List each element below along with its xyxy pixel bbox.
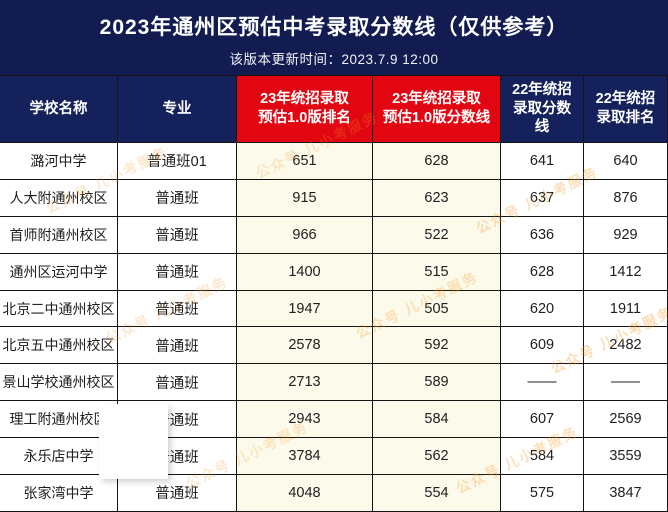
col-header-school-name: 学校名称	[0, 75, 118, 143]
table-row: 人大附通州校区 普通班 915 623 637 876	[0, 179, 668, 217]
table-cell: 1947	[237, 290, 373, 328]
header-line: 预估1.0版分数线	[382, 110, 491, 126]
table-cell: 普通班01	[118, 143, 237, 180]
school-name-cell: 理工附通州校区	[0, 401, 118, 439]
table-cell: 普通班	[118, 364, 237, 402]
table-row: 潞河中学 普通班01 651 628 641 640	[0, 143, 668, 180]
col-header-major: 专业	[118, 75, 237, 143]
table-cell: 554	[373, 475, 501, 512]
school-name-cell: 人大附通州校区	[0, 179, 118, 217]
table-row: 永乐店中学 普通班 3784 562 584 3559	[0, 438, 668, 476]
table-row: 北京二中通州校区 普通班 1947 505 620 1911	[0, 290, 668, 328]
school-name-cell: 通州区运河中学	[0, 253, 118, 291]
col-header-23-score-line: 23年统招录取 预估1.0版分数线	[373, 75, 501, 143]
table-cell: 915	[237, 179, 373, 217]
header-line: 预估1.0版排名	[258, 110, 351, 126]
table-cell: 2578	[237, 327, 373, 365]
white-patch-overlay	[99, 404, 168, 479]
table-cell: 普通班	[118, 475, 237, 512]
school-name-cell: 首师附通州校区	[0, 216, 118, 254]
header-line: 22年统招	[595, 91, 656, 108]
col-header-22-rank: 22年统招 录取排名	[584, 75, 668, 143]
table-cell: 2943	[237, 401, 373, 439]
update-time: 该版本更新时间：2023.7.9 12:00	[229, 52, 439, 67]
header-line: 线	[534, 119, 550, 136]
header-line: 录取分数	[513, 100, 571, 117]
header-line: 录取排名	[596, 110, 655, 126]
table-cell: 505	[373, 290, 501, 328]
col-header-23-rank: 23年统招录取 预估1.0版排名	[237, 75, 373, 143]
table-cell: 607	[501, 401, 584, 439]
table-cell: 522	[373, 216, 501, 254]
table-cell: 584	[501, 438, 584, 476]
table-cell: 641	[501, 143, 584, 180]
table-cell: 3847	[584, 475, 668, 512]
table-cell: 640	[584, 143, 668, 180]
table-cell: 1412	[584, 253, 668, 291]
banner: 2023年通州区预估中考录取分数线（仅供参考） 该版本更新时间：2023.7.9…	[0, 0, 668, 75]
table-cell: 2482	[584, 327, 668, 365]
table-cell: 普通班	[118, 253, 237, 291]
table-cell: 584	[373, 401, 501, 439]
table-cell: 515	[373, 253, 501, 291]
table-row: 张家湾中学 普通班 4048 554 575 3847	[0, 475, 668, 512]
header-line: 23年统招录取	[392, 91, 481, 108]
table-cell: 2569	[584, 401, 668, 439]
table-header: 学校名称 专业 23年统招录取 预估1.0版排名 23年统招录取 预估1.0版分…	[0, 75, 668, 143]
table-cell: 589	[373, 364, 501, 402]
table-cell: 628	[373, 143, 501, 180]
table-row: 首师附通州校区 普通班 966 522 636 929	[0, 216, 668, 254]
table-cell: 592	[373, 327, 501, 365]
header-line: 学校名称	[29, 100, 88, 117]
table-cell: 637	[501, 179, 584, 217]
table-cell: 普通班	[118, 179, 237, 217]
school-name-cell: 永乐店中学	[0, 438, 118, 476]
table-cell: 620	[501, 290, 584, 328]
table-cell: 562	[373, 438, 501, 476]
table-cell: 1911	[584, 290, 668, 328]
table-row: 通州区运河中学 普通班 1400 515 628 1412	[0, 253, 668, 291]
table-cell: 普通班	[118, 327, 237, 365]
header-line: 专业	[162, 100, 192, 117]
school-name-cell: 张家湾中学	[0, 475, 118, 512]
header-line: 22年统招	[512, 81, 572, 98]
school-name-cell: 北京五中通州校区	[0, 327, 118, 365]
school-name-cell: 潞河中学	[0, 143, 118, 180]
table-cell: 966	[237, 216, 373, 254]
table-cell: 1400	[237, 253, 373, 291]
table-cell: 651	[237, 143, 373, 180]
table-row: 景山学校通州校区 普通班 2713 589 —— ——	[0, 364, 668, 402]
school-name-cell: 北京二中通州校区	[0, 290, 118, 328]
table-row: 理工附通州校区 普通班 2943 584 607 2569	[0, 401, 668, 439]
page-title: 2023年通州区预估中考录取分数线（仅供参考）	[99, 16, 569, 39]
table-cell: 609	[501, 327, 584, 365]
table-cell: 2713	[237, 364, 373, 402]
table-cell: 3784	[237, 438, 373, 476]
header-line: 23年统招录取	[260, 91, 349, 108]
table-cell: 普通班	[118, 290, 237, 328]
table-cell: 3559	[584, 438, 668, 476]
table-cell: 4048	[237, 475, 373, 512]
table-cell: 929	[584, 216, 668, 254]
table-row: 北京五中通州校区 普通班 2578 592 609 2482	[0, 327, 668, 365]
table-cell: 普通班	[118, 216, 237, 254]
table-cell: ——	[584, 364, 668, 402]
table-cell: ——	[501, 364, 584, 402]
col-header-22-score-line: 22年统招 录取分数 线	[501, 75, 584, 143]
table-cell: 636	[501, 216, 584, 254]
table-cell: 623	[373, 179, 501, 217]
table-body: 潞河中学 普通班01 651 628 641 640 人大附通州校区 普通班 915 623 637…	[0, 143, 668, 512]
table-cell: 876	[584, 179, 668, 217]
school-name-cell: 景山学校通州校区	[0, 364, 118, 402]
table-cell: 575	[501, 475, 584, 512]
table-cell: 628	[501, 253, 584, 291]
